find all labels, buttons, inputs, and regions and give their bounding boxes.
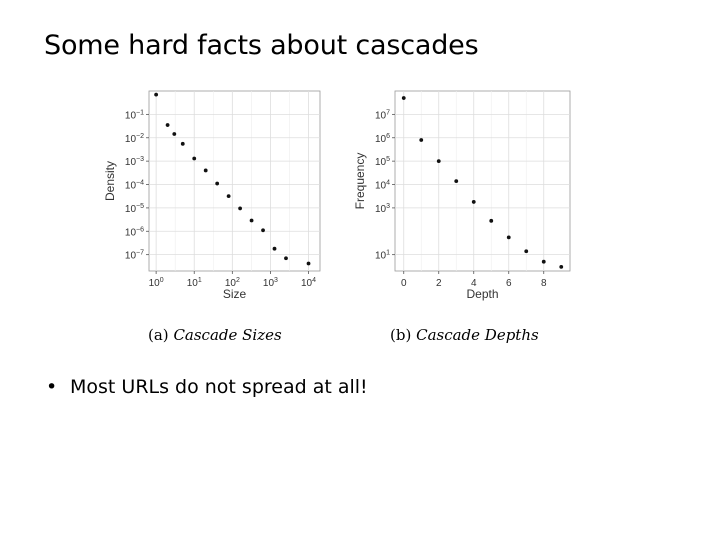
plot-area — [148, 90, 321, 272]
slide-title: Some hard facts about cascades — [44, 30, 479, 61]
caption-label: (a) — [148, 326, 169, 344]
x-axis-label: Size — [223, 287, 247, 301]
data-point — [541, 259, 546, 264]
data-point — [261, 228, 265, 233]
y-tick-label: 10−6 — [125, 226, 144, 238]
x-tick-label: 100 — [149, 277, 164, 289]
data-point — [215, 181, 220, 186]
caption-text: Cascade Sizes — [173, 326, 282, 344]
data-point — [454, 179, 459, 184]
data-point — [489, 218, 494, 223]
data-point — [154, 92, 159, 97]
plot-area — [394, 90, 571, 272]
data-point — [306, 261, 311, 266]
caption-text: Cascade Depths — [416, 326, 539, 344]
data-point — [401, 96, 406, 100]
bullet-item: • Most URLs do not spread at all! — [46, 376, 368, 398]
y-axis-label: Density — [103, 161, 117, 201]
x-tick-label: 104 — [301, 277, 316, 289]
y-tick-label: 106 — [375, 133, 390, 145]
y-tick-label: 10−3 — [125, 156, 144, 168]
bullet-dot-icon: • — [46, 376, 58, 398]
caption-cascade-sizes: (a) Cascade Sizes — [148, 326, 282, 344]
y-tick-label: 104 — [375, 180, 390, 192]
data-point — [471, 200, 476, 204]
data-point — [284, 256, 288, 261]
caption-cascade-depths: (b) Cascade Depths — [390, 326, 539, 344]
data-point — [226, 194, 231, 198]
caption-label: (b) — [390, 326, 412, 344]
x-tick-label: 101 — [187, 277, 202, 289]
x-tick-label: 2 — [436, 278, 442, 289]
data-point — [419, 138, 424, 142]
x-tick-label: 102 — [225, 277, 240, 289]
data-point — [436, 159, 441, 164]
x-axis-label: Depth — [466, 287, 498, 301]
y-axis-label: Frequency — [353, 153, 367, 210]
bullet-text: Most URLs do not spread at all! — [70, 376, 368, 398]
y-tick-label: 10−1 — [125, 109, 144, 121]
data-point — [203, 168, 208, 173]
x-tick-label: 6 — [506, 278, 512, 289]
x-tick-label: 103 — [263, 277, 278, 289]
data-point — [165, 123, 170, 127]
x-tick-label: 4 — [471, 278, 477, 289]
y-tick-label: 107 — [375, 109, 390, 121]
data-point — [172, 132, 177, 136]
y-tick-label: 10−2 — [125, 133, 144, 145]
cascade-sizes-chart: 100 101 102 103 104 10−1 10−2 10−3 10−4 10−5 10−6 1… — [103, 90, 321, 301]
data-point — [192, 156, 197, 161]
data-point — [180, 141, 185, 146]
y-tick-label: 10−7 — [125, 250, 144, 262]
y-tick-label: 105 — [375, 156, 390, 168]
y-tick-label: 10−4 — [125, 180, 144, 192]
data-point — [524, 249, 529, 254]
x-tick-label: 0 — [401, 278, 407, 289]
data-point — [506, 235, 511, 240]
y-tick-label: 10−5 — [125, 203, 144, 215]
x-tick-label: 8 — [541, 278, 547, 289]
cascade-depths-chart: 0 2 4 6 8 101 103 104 105 106 107 Depth Frequency — [353, 90, 571, 301]
data-point — [272, 246, 277, 251]
y-tick-label: 103 — [375, 203, 390, 215]
data-point — [238, 206, 243, 211]
data-point — [249, 218, 254, 223]
data-point — [559, 264, 564, 269]
y-tick-label: 101 — [375, 250, 390, 262]
